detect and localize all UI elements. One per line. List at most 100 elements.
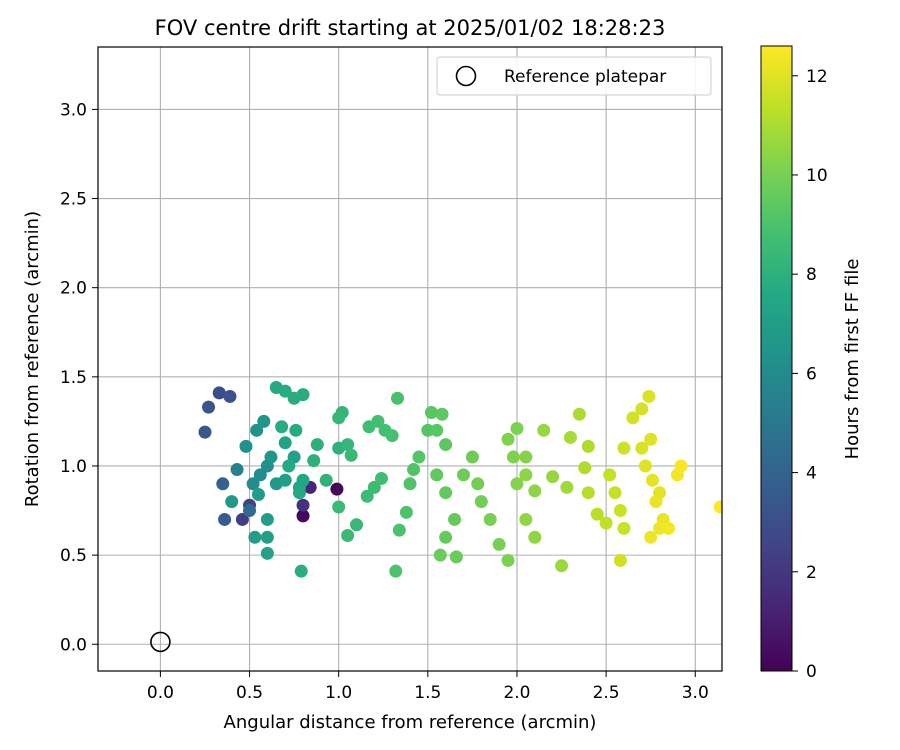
- data-point: [617, 441, 631, 455]
- data-point: [713, 500, 722, 514]
- data-point: [439, 438, 453, 452]
- data-point: [296, 498, 310, 512]
- data-point: [399, 505, 413, 519]
- data-point: [578, 461, 592, 475]
- data-point: [385, 429, 399, 443]
- colorbar-tick-label: 8: [806, 265, 817, 285]
- data-point: [251, 487, 265, 501]
- colorbar-tick-label: 12: [806, 67, 828, 87]
- legend: Reference platepar: [436, 56, 712, 96]
- data-point: [435, 407, 449, 421]
- colorbar-tick-label: 4: [806, 464, 817, 484]
- data-point: [330, 482, 344, 496]
- data-point: [599, 516, 613, 530]
- data-point: [253, 468, 267, 482]
- colorbar-tick-label: 6: [806, 364, 817, 384]
- data-point: [430, 468, 444, 482]
- data-point: [603, 468, 617, 482]
- data-point: [218, 512, 232, 526]
- data-point: [246, 477, 260, 491]
- data-point: [250, 423, 264, 437]
- x-tick-label: 2.0: [503, 683, 530, 703]
- data-point: [519, 450, 533, 464]
- data-point: [448, 512, 462, 526]
- data-point: [332, 500, 346, 514]
- data-point: [292, 486, 306, 500]
- x-tick-label: 0.5: [236, 683, 263, 703]
- data-point: [407, 463, 421, 477]
- data-point: [296, 473, 310, 487]
- data-point: [391, 391, 405, 405]
- data-point: [581, 439, 595, 453]
- data-point: [537, 423, 551, 437]
- data-point: [424, 405, 438, 419]
- x-tick-label: 2.5: [593, 683, 620, 703]
- x-tick-label: 1.0: [325, 683, 352, 703]
- legend-entry-reference: Reference platepar: [504, 67, 666, 87]
- data-point: [483, 512, 497, 526]
- data-point: [296, 509, 310, 523]
- data-point: [294, 564, 308, 578]
- data-point: [225, 495, 239, 509]
- data-point: [471, 477, 485, 491]
- data-point: [230, 463, 244, 477]
- data-point: [638, 459, 652, 473]
- data-point: [465, 450, 479, 464]
- x-axis-ticks: 0.0 0.5 1.0 1.5 2.0 2.5 3.0: [147, 671, 709, 703]
- data-point: [519, 512, 533, 526]
- data-point: [289, 423, 303, 437]
- data-point: [239, 439, 253, 453]
- data-point: [392, 523, 406, 537]
- data-point: [433, 548, 447, 562]
- data-point: [421, 423, 435, 437]
- legend-box: [436, 56, 712, 96]
- data-point: [367, 480, 381, 494]
- data-point: [635, 441, 649, 455]
- data-point: [644, 530, 658, 544]
- data-point: [662, 521, 676, 535]
- data-point: [613, 504, 627, 518]
- data-point: [278, 436, 292, 450]
- y-tick-label: 3.0: [60, 100, 87, 120]
- data-point: [403, 477, 417, 491]
- data-point: [474, 495, 488, 509]
- data-point: [260, 546, 274, 560]
- data-point: [563, 430, 577, 444]
- data-point: [319, 473, 333, 487]
- colorbar-label: Hours from first FF file: [842, 259, 863, 460]
- data-point: [608, 486, 622, 500]
- data-point: [626, 411, 640, 425]
- data-point: [519, 468, 533, 482]
- x-axis-label: Angular distance from reference (arcmin): [224, 712, 597, 733]
- data-point: [374, 471, 388, 485]
- data-point: [581, 486, 595, 500]
- data-point: [555, 559, 569, 573]
- y-axis-ticks: 0.0 0.5 1.0 1.5 2.0 2.5 3.0: [60, 100, 98, 655]
- data-point: [510, 422, 524, 436]
- data-point: [510, 477, 524, 491]
- data-point: [275, 420, 289, 434]
- data-point: [198, 425, 212, 439]
- data-point: [264, 450, 278, 464]
- data-point: [501, 553, 515, 567]
- legend-marker: [455, 65, 477, 87]
- y-tick-label: 2.5: [60, 190, 87, 210]
- data-point: [216, 477, 230, 491]
- y-tick-label: 0.5: [60, 546, 87, 566]
- data-point: [332, 411, 346, 425]
- data-point: [430, 423, 444, 437]
- y-tick-label: 1.0: [60, 457, 87, 477]
- grid: [98, 47, 722, 671]
- data-point: [350, 518, 364, 532]
- data-point: [506, 450, 520, 464]
- data-point: [412, 450, 426, 464]
- colorbar: 0 2 4 6 8 10 12 Hours from first FF file: [760, 45, 863, 682]
- data-point: [212, 386, 226, 400]
- data-point: [248, 530, 262, 544]
- data-point: [649, 495, 663, 509]
- data-point: [296, 388, 310, 402]
- data-point: [528, 530, 542, 544]
- data-point: [501, 432, 515, 446]
- data-point: [546, 470, 560, 484]
- data-point: [282, 459, 296, 473]
